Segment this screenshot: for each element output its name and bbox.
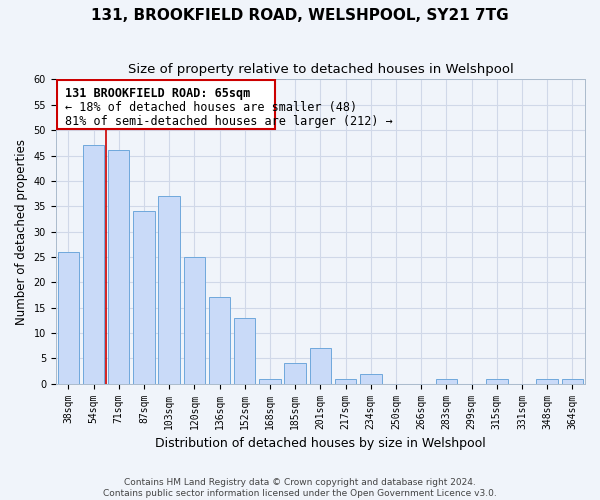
Bar [536,378,558,384]
Bar [209,298,230,384]
Bar [284,364,306,384]
Text: ← 18% of detached houses are smaller (48): ← 18% of detached houses are smaller (48… [65,101,357,114]
Bar [108,150,130,384]
Bar [83,146,104,384]
Bar [310,348,331,384]
Bar [360,374,382,384]
Title: Size of property relative to detached houses in Welshpool: Size of property relative to detached ho… [128,62,513,76]
Text: 131, BROOKFIELD ROAD, WELSHPOOL, SY21 7TG: 131, BROOKFIELD ROAD, WELSHPOOL, SY21 7T… [91,8,509,22]
Bar [133,212,155,384]
Bar [335,378,356,384]
Bar [58,252,79,384]
Bar [184,257,205,384]
Text: 131 BROOKFIELD ROAD: 65sqm: 131 BROOKFIELD ROAD: 65sqm [65,87,250,100]
X-axis label: Distribution of detached houses by size in Welshpool: Distribution of detached houses by size … [155,437,486,450]
Bar [259,378,281,384]
Text: 81% of semi-detached houses are larger (212) →: 81% of semi-detached houses are larger (… [65,114,392,128]
FancyBboxPatch shape [57,80,275,129]
Bar [486,378,508,384]
Y-axis label: Number of detached properties: Number of detached properties [15,138,28,324]
Bar [234,318,256,384]
Text: Contains HM Land Registry data © Crown copyright and database right 2024.
Contai: Contains HM Land Registry data © Crown c… [103,478,497,498]
Bar [158,196,180,384]
Bar [436,378,457,384]
Bar [562,378,583,384]
